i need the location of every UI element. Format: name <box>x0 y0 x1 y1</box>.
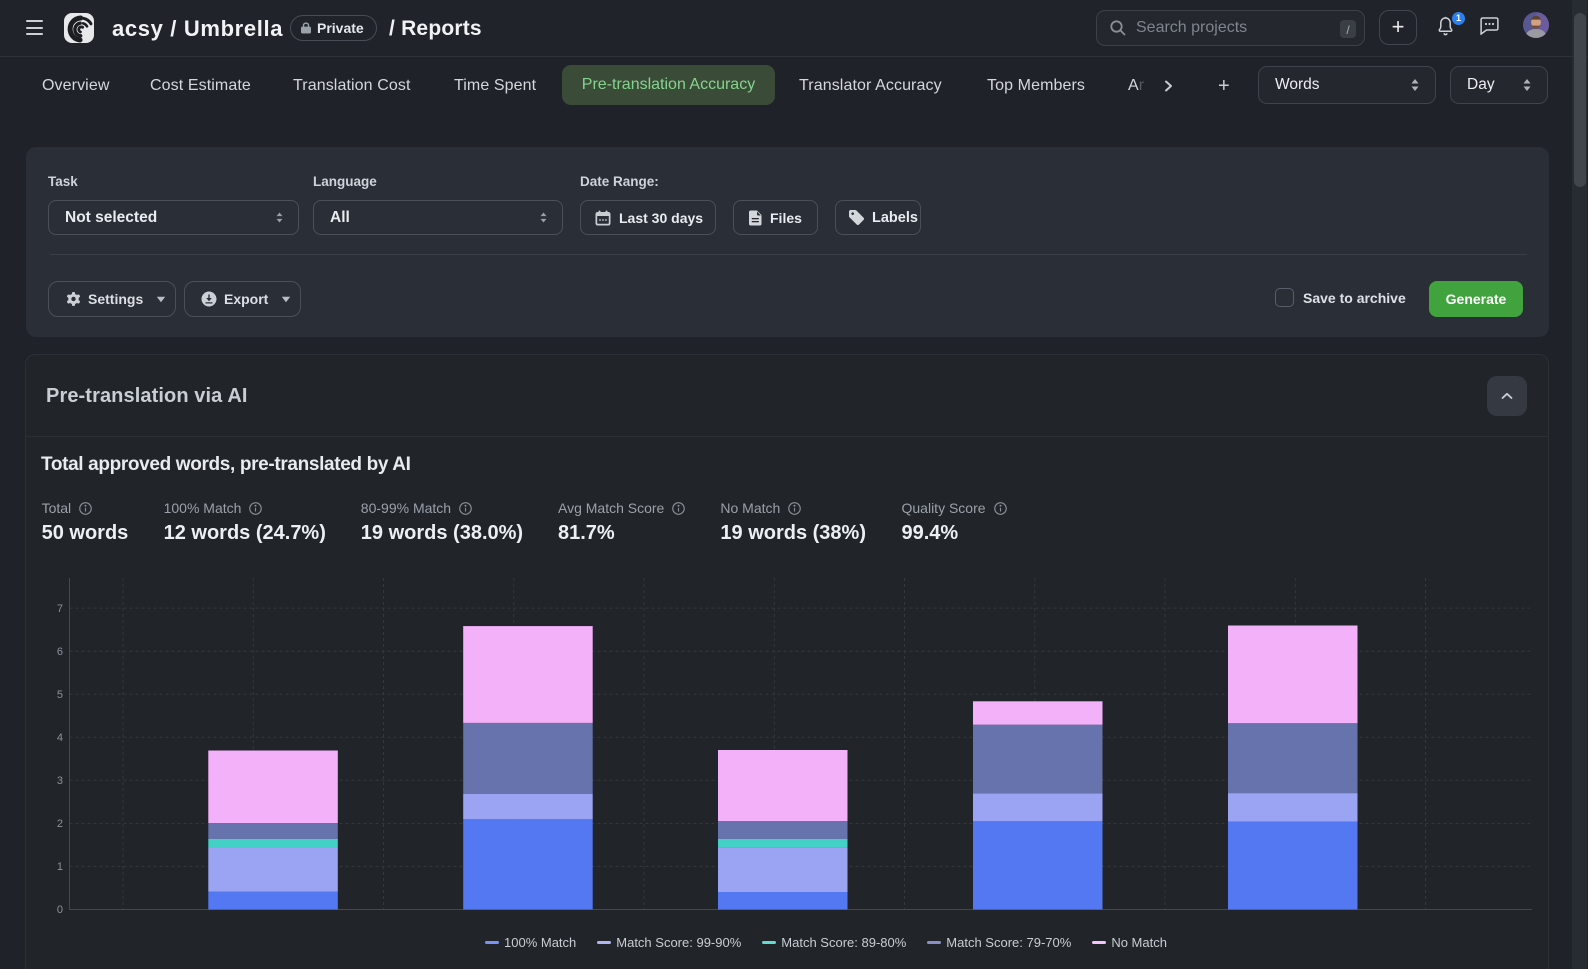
svg-text:2: 2 <box>57 818 63 830</box>
svg-text:4: 4 <box>57 732 63 744</box>
svg-text:6: 6 <box>57 646 63 658</box>
svg-text:7: 7 <box>57 603 63 615</box>
svg-text:1: 1 <box>57 861 63 873</box>
svg-text:3: 3 <box>57 775 63 787</box>
svg-text:0: 0 <box>57 904 63 916</box>
svg-text:5: 5 <box>57 689 63 701</box>
